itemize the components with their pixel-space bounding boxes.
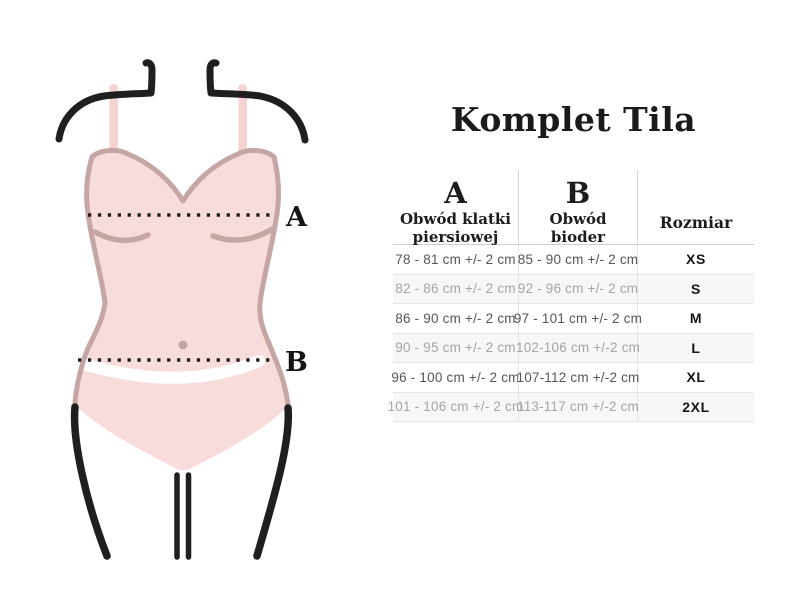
size-cell: XL — [686, 369, 706, 386]
column-header-chest: A Obwód klatki piersiowej — [393, 170, 518, 247]
column-label-chest: Obwód klatki piersiowej — [399, 210, 511, 246]
hip-range-cell: 97 - 101 cm +/- 2 cm — [514, 304, 642, 333]
size-cell: 2XL — [682, 398, 710, 415]
hem-gap — [70, 355, 265, 384]
table-row-l: 90 - 95 cm +/- 2 cm 102-106 cm +/-2 cm L — [393, 333, 754, 363]
column-label-size: Rozmiar — [659, 213, 733, 232]
chest-range-cell: 86 - 90 cm +/- 2 cm — [395, 310, 516, 326]
column-letter-a: A — [444, 176, 467, 210]
chest-range-cell: 96 - 100 cm +/- 2 cm — [391, 369, 520, 385]
column-label-hips: Obwód bioder — [549, 210, 607, 246]
column-letter-b: B — [565, 176, 591, 210]
side-outline-right — [257, 154, 291, 407]
navel-dot — [178, 340, 188, 350]
table-row-xl: 96 - 100 cm +/- 2 cm 107-112 cm +/-2 cm … — [391, 363, 754, 393]
hip-range-cell: 92 - 96 cm +/- 2 cm — [518, 274, 638, 303]
chest-range-cell: 101 - 106 cm +/- 2 cm — [387, 399, 524, 415]
size-cell: S — [691, 280, 701, 297]
chest-range-cell: 90 - 95 cm +/- 2 cm — [395, 340, 516, 356]
bust-seam-right — [210, 225, 277, 243]
side-outline-left — [72, 154, 108, 406]
measure-label-chest: A — [285, 202, 308, 233]
hip-range-cell: 107-112 cm +/-2 cm — [516, 363, 639, 392]
size-cell: XS — [686, 251, 706, 268]
product-title: Komplet Tila — [450, 100, 697, 139]
strap-left — [109, 84, 118, 162]
shoulder-sketch-left — [55, 59, 156, 143]
column-header-size: Rozmiar — [638, 170, 754, 246]
table-row-s: 82 - 86 cm +/- 2 cm 92 - 96 cm +/- 2 cm … — [393, 274, 754, 304]
bust-seam-left — [92, 229, 151, 243]
neckline-outline — [89, 147, 277, 204]
garment-illustration: A B — [55, 59, 309, 560]
table-row-2xl: 101 - 106 cm +/- 2 cm 113-117 cm +/-2 cm… — [387, 392, 754, 422]
size-cell: L — [691, 339, 701, 356]
strap-right — [238, 84, 247, 162]
chest-range-cell: 82 - 86 cm +/- 2 cm — [395, 281, 516, 297]
garment-body — [75, 150, 288, 470]
leg-sketch-left — [70, 403, 111, 560]
size-cell: M — [689, 310, 703, 327]
column-header-hips: B Obwód bioder — [518, 170, 638, 246]
hip-range-cell: 102-106 cm +/-2 cm — [516, 333, 640, 362]
table-row-m: 86 - 90 cm +/- 2 cm 97 - 101 cm +/- 2 cm… — [393, 304, 754, 334]
measure-label-hips: B — [285, 347, 308, 378]
leg-sketch-right — [253, 404, 293, 560]
shoulder-sketch-right — [206, 59, 309, 144]
size-table: A Obwód klatki piersiowej B Obwód bioder… — [387, 170, 754, 422]
hip-range-cell: 113-117 cm +/-2 cm — [517, 392, 639, 421]
hip-range-cell: 85 - 90 cm +/- 2 cm — [518, 245, 638, 274]
table-row-xs: 78 - 81 cm +/- 2 cm 85 - 90 cm +/- 2 cm … — [393, 245, 754, 275]
chest-range-cell: 78 - 81 cm +/- 2 cm — [395, 251, 516, 267]
size-table-header: A Obwód klatki piersiowej B Obwód bioder… — [393, 170, 754, 247]
